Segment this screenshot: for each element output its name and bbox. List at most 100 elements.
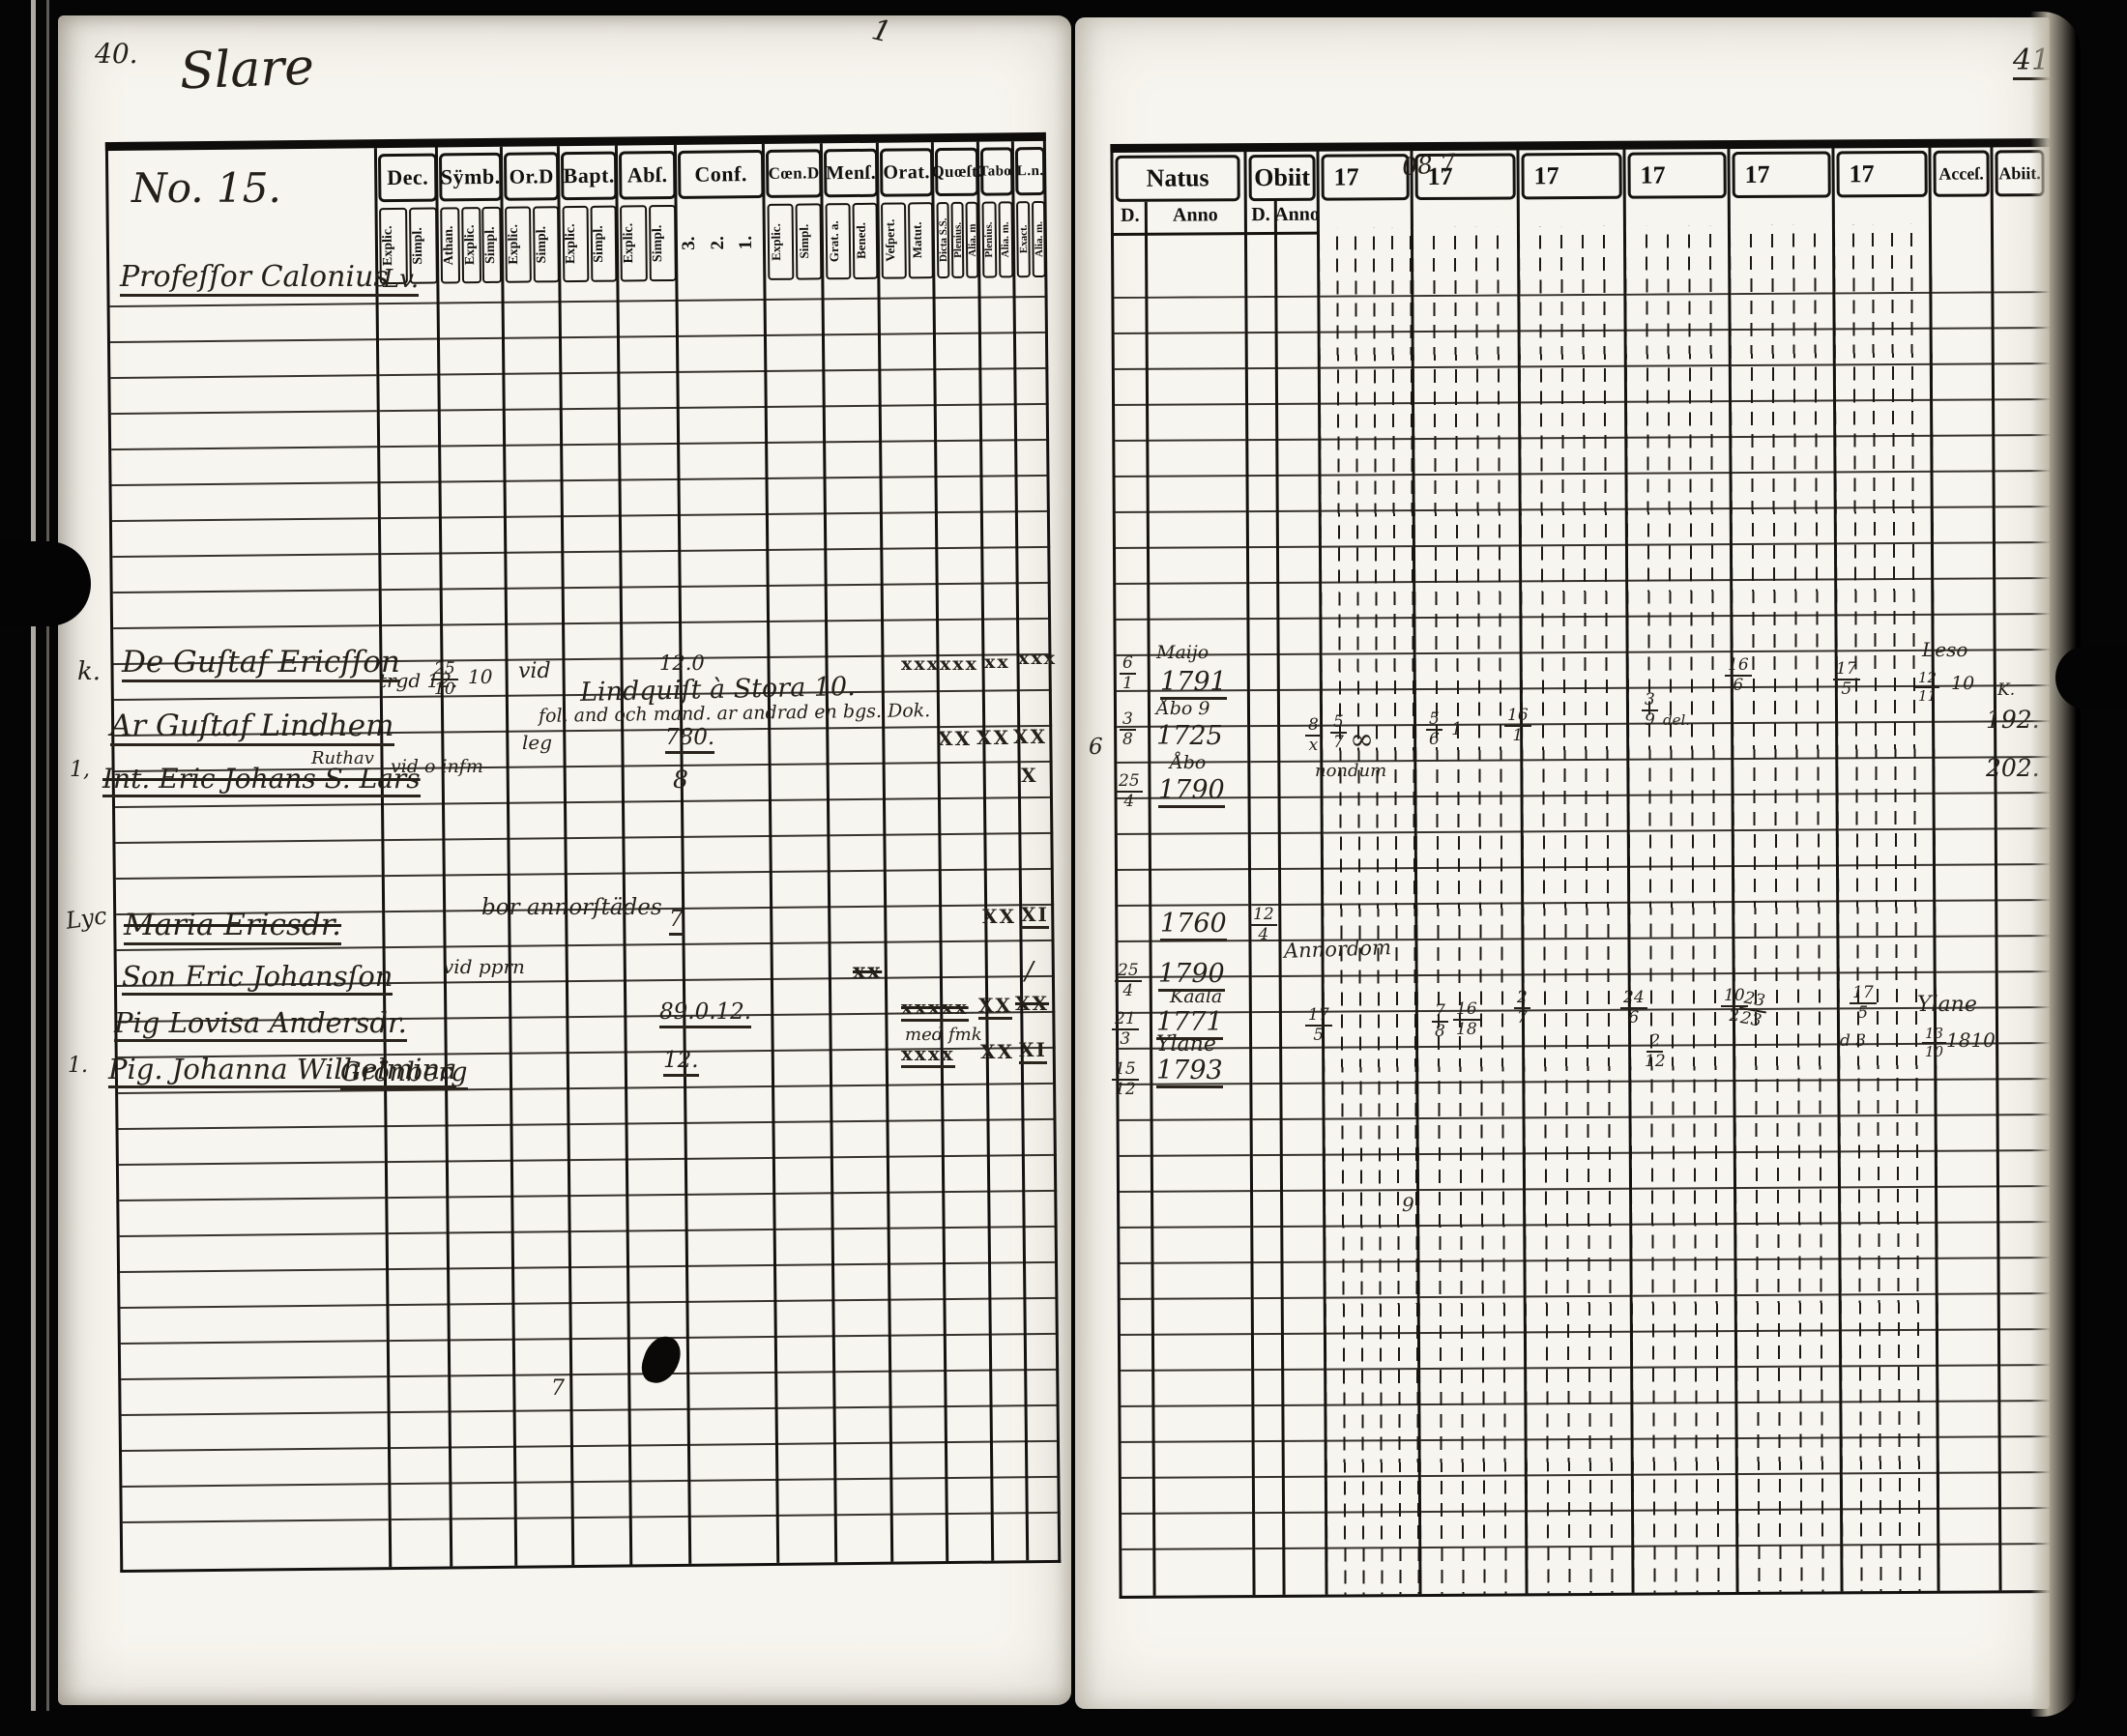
entry-name: Son Eric Johansſon (122, 963, 393, 996)
year-mark-fraction: 10 2 (1721, 988, 1748, 1025)
confirmation-mark: 7 (669, 909, 684, 936)
fraction-numerator: 17 (1305, 1007, 1332, 1027)
entry-note: trgd 12. (379, 669, 458, 692)
subheader-coend: Explic. Simpl. (766, 201, 825, 282)
subheader-line: Matut. (908, 202, 934, 279)
stray-ink-mark: 7 (551, 1376, 565, 1401)
place-note: Ylane (1156, 1032, 1216, 1056)
natus-date-fraction: 15 12 (1112, 1061, 1139, 1098)
fraction-denominator: 10 (1925, 1043, 1944, 1060)
natus-year: 1791 (1160, 669, 1227, 700)
year-mark-fraction: 24 6 (1620, 990, 1647, 1027)
confirmation-mark: 8 (673, 766, 688, 794)
communion-marks: XX (938, 727, 973, 750)
right-page: 41. Natus D. Anno Obiit D. Anno (1075, 17, 2062, 1709)
subheader-line: 2. (708, 204, 736, 281)
year-mark-note: del. (1663, 711, 1691, 729)
confirmation-mark: 89.0.12. (659, 1001, 752, 1028)
column-header-year: 17 (1521, 152, 1622, 200)
ruled-lines (1626, 293, 1739, 1593)
fraction-numerator: 16 (1453, 1001, 1480, 1021)
entry-note: Ruthav (311, 748, 374, 768)
fraction-numerator: 10 (1721, 988, 1748, 1007)
year-mark-fraction: 16 18 (1453, 1001, 1480, 1038)
fraction-numerator: 17 (1833, 661, 1860, 680)
column-header-mens: Menſ. (823, 148, 879, 198)
column-year-5: 17 (1727, 147, 1844, 1593)
natus-year: 1771 (1156, 1009, 1223, 1040)
natus-year: 1760 (1160, 911, 1227, 941)
margin-mark: 6 (1089, 735, 1103, 760)
column-header-year: 17 (1627, 152, 1727, 199)
column-header-conf: Conf. (677, 149, 765, 199)
fraction-denominator: 10 (434, 680, 455, 699)
ruled-lines (1731, 292, 1844, 1593)
fraction-denominator: 2 (1729, 1006, 1740, 1026)
communion-marks: X (1021, 764, 1038, 787)
year-mark-fraction: 16 1 (1504, 708, 1531, 744)
communion-marks: xxxxx (901, 998, 969, 1022)
column-header-orat: Orat. (879, 148, 934, 197)
fraction-denominator: 6 (1628, 1008, 1640, 1027)
obiit-note: Annordom (1283, 936, 1392, 963)
fraction-numerator: 16 (1725, 657, 1752, 677)
name-column (108, 148, 390, 1570)
acces-place: Ylane (1917, 993, 1977, 1017)
subheader-line: Athan. (440, 207, 461, 284)
year-mark: 1 (1451, 719, 1463, 739)
year-header-script: 08 7 (1400, 148, 1457, 182)
stray-ink-mark: 1 (868, 13, 895, 50)
column-year-4: 17 (1622, 148, 1739, 1593)
margin-mark: 1, (70, 758, 90, 782)
entry-note: 10 (468, 665, 493, 688)
subheader-line: Plenius. (950, 201, 965, 278)
confirmation-mark: 12. (663, 1050, 699, 1077)
subheader-line: Explic. (505, 206, 532, 283)
ruled-lines (1932, 291, 2002, 1591)
subheader-line: Grat. a. (825, 203, 852, 280)
film-scratch (46, 0, 49, 1711)
fraction-denominator: 9 (1645, 710, 1655, 730)
fraction-numerator: 2 (1514, 990, 1530, 1009)
year-mark: d 3 (1840, 1031, 1867, 1051)
subheader-line: 1. (736, 203, 765, 281)
communion-marks: XX (1015, 992, 1050, 1015)
fraction-numerator: 17 (1850, 985, 1877, 1004)
confirmation-mark: 780. (665, 727, 715, 754)
subheader-line: Exact. (1016, 201, 1031, 278)
fraction-numerator: 5 (1330, 714, 1347, 734)
subheader-line: Simpl. (649, 204, 677, 282)
fraction-numerator: 13 (1922, 1027, 1947, 1044)
right-table: Natus D. Anno Obiit D. Anno 17 (1110, 138, 2062, 1599)
acces-year: 10 (1951, 673, 1975, 694)
fraction-denominator: 3 (1120, 1029, 1131, 1049)
communion-marks: XX (1013, 725, 1048, 748)
column-header-acces: Acceſ. (1933, 150, 1990, 197)
margin-mark: 1. (68, 1054, 88, 1078)
natus-date-fraction: 25 4 (1116, 773, 1143, 810)
subheader-ln: Exact. Alia. m. (1014, 199, 1047, 279)
fraction-numerator: 7 (1432, 1003, 1448, 1023)
confirmation-mark: 12.0 (659, 651, 705, 675)
left-table: Dec. Explic. Simpl. Sÿmb. Athan. Explic.… (104, 131, 1062, 1574)
fraction-numerator: 2 (1646, 1033, 1664, 1053)
film-edge-tab-right (2055, 646, 2127, 709)
column-header-obiit: Obiit (1248, 154, 1316, 202)
fraction-numerator: 12 (1915, 671, 1940, 688)
entry-mark: Lv. (383, 267, 420, 297)
fraction-denominator: x (1308, 736, 1319, 755)
acces-date-fraction: 12 11 (1915, 671, 1940, 704)
fraction-numerator: 25 (1116, 773, 1143, 793)
page-heading-script: Slare (178, 38, 315, 101)
acces-date-fraction: 13 10 (1922, 1027, 1947, 1060)
subheader-line: Explic. (461, 207, 481, 284)
fraction-numerator: 16 (1504, 708, 1531, 727)
fraction-numerator: 3 (1120, 711, 1136, 731)
year-mark-fraction: 16 6 (1725, 657, 1752, 694)
subheader-line: Explic. (767, 203, 795, 280)
entry-name: Pig. Johanna Wilhelmina (108, 1056, 457, 1088)
subheader-tabae: Plenius. Alia. m. (979, 199, 1015, 279)
